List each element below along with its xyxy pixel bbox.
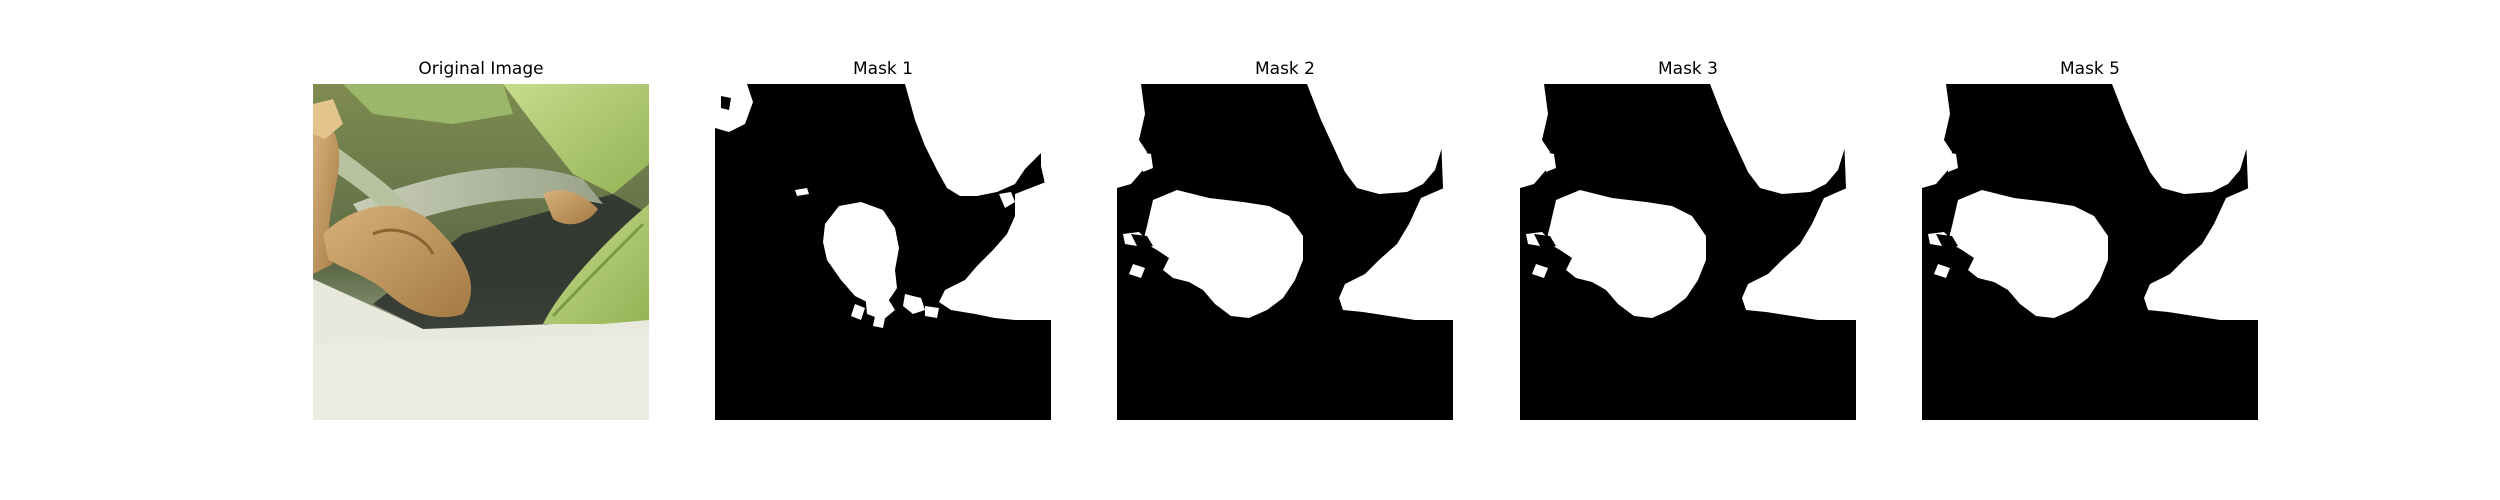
mask-1-shape	[715, 84, 1051, 420]
original-image	[313, 84, 649, 420]
mask-1-image	[715, 84, 1051, 420]
mask-2-shape	[1117, 84, 1453, 420]
panel-title-mask-1: Mask 1	[852, 59, 913, 79]
panel-title-mask-2: Mask 2	[1254, 59, 1315, 79]
panel-title-mask-5: Mask 5	[2059, 59, 2120, 79]
mask-5-image	[1922, 84, 2258, 420]
mask-2-image	[1117, 84, 1453, 420]
panel-title-original-image: Original Image	[418, 59, 544, 79]
mask-5-shape	[1922, 84, 2258, 420]
panel-title-mask-3: Mask 3	[1657, 59, 1718, 79]
mask-3-image	[1520, 84, 1856, 420]
mask-3-shape	[1520, 84, 1856, 420]
original-image-photo	[313, 84, 649, 420]
